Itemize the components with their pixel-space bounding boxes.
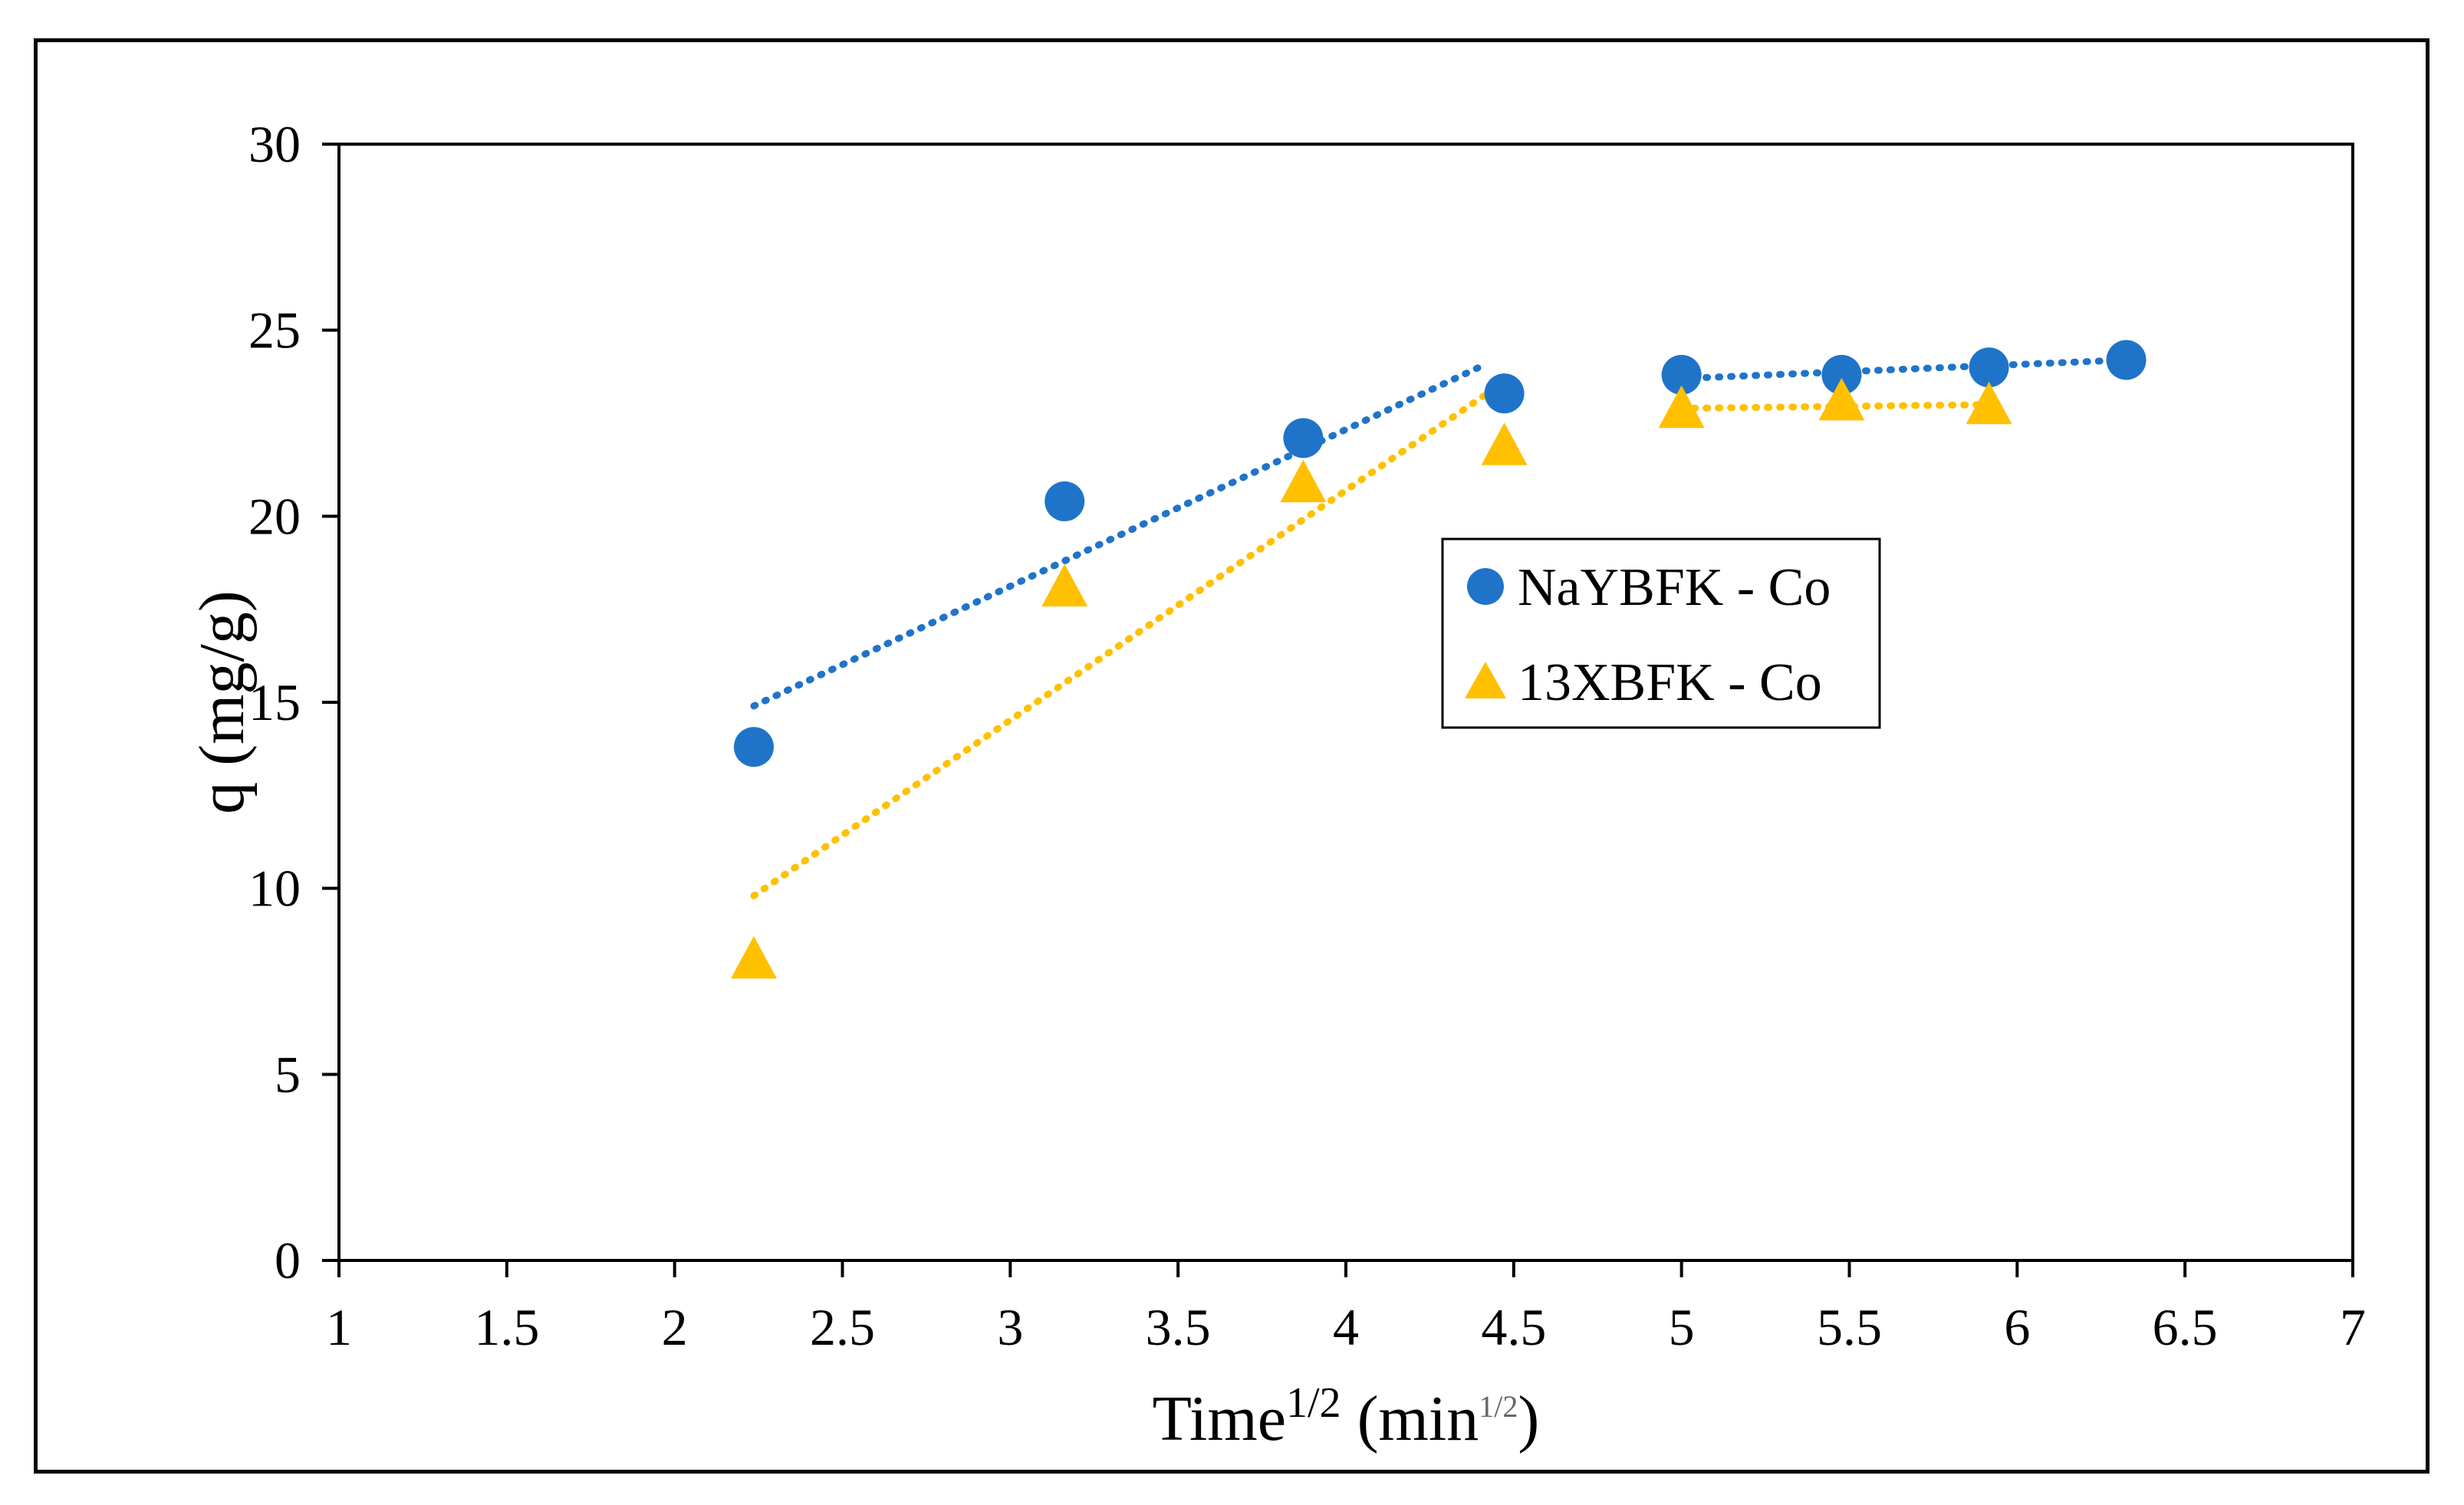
13xbfk-data-point: [1658, 385, 1705, 429]
y-tick-label: 10: [248, 859, 301, 918]
x-tick-label: 6.5: [2153, 1298, 2218, 1356]
scatter-chart: 1 1.5 2 2.5 3 3.5 4 4.5 5 5.5 6 6.5 7 0 5 10 15 20 25 30 q …: [186, 115, 2366, 1454]
y-tick-label: 0: [275, 1231, 301, 1290]
naybfk-data-point: [1661, 354, 1702, 395]
13xbfk-data-point: [1481, 422, 1528, 465]
y-tick-label: 15: [248, 673, 301, 731]
y-tick-label: 30: [248, 115, 301, 173]
x-tick-label: 2.5: [810, 1298, 875, 1356]
legend: NaYBFK - Co 13XBFK - Co: [1441, 537, 1881, 729]
13xbfk-data-point: [1818, 377, 1865, 421]
y-axis-title: q (mg/g): [186, 590, 258, 814]
naybfk-data-point: [1044, 481, 1085, 521]
naybfk-data-point: [1484, 373, 1525, 414]
legend-label-naybfk: NaYBFK - Co: [1518, 558, 1831, 617]
trendline-13xbfk: [1678, 401, 1993, 412]
chart-frame: 1 1.5 2 2.5 3 3.5 4 4.5 5 5.5 6 6.5 7 0 5 10 15 20 25 30 q …: [34, 38, 2429, 1474]
x-tick-label: 1.5: [474, 1298, 539, 1356]
x-tick-label: 3: [997, 1298, 1023, 1356]
x-tick-label: 5: [1669, 1298, 1695, 1356]
x-tick-label: 1: [326, 1298, 352, 1356]
13xbfk-data-point: [1966, 381, 2012, 425]
naybfk-data-point: [1969, 347, 2009, 388]
naybfk-data-point: [2106, 340, 2147, 380]
x-tick-label: 4: [1333, 1298, 1359, 1356]
x-tick-label: 4.5: [1481, 1298, 1546, 1356]
x-tick-label: 7: [2340, 1298, 2366, 1356]
legend-box: [1441, 537, 1881, 729]
naybfk-data-point: [1283, 418, 1324, 458]
x-tick-label: 5.5: [1817, 1298, 1882, 1356]
x-tick-label: 3.5: [1146, 1298, 1211, 1356]
y-tick-label: 20: [248, 487, 301, 545]
x-axis-title-close: ): [1518, 1383, 1539, 1454]
legend-label-13xbfk: 13XBFK - Co: [1518, 653, 1822, 712]
13xbfk-data-point: [730, 935, 777, 979]
naybfk-data-point: [733, 727, 774, 767]
x-axis-title-unit-sup: 1/2: [1479, 1389, 1518, 1424]
x-axis-title-sup: 1/2: [1286, 1379, 1341, 1427]
x-tick-label: 2: [662, 1298, 688, 1356]
13xbfk-data-point: [1041, 564, 1088, 607]
y-tick-label: 5: [275, 1045, 301, 1103]
x-axis-title: Time1/2 (min1/2): [1153, 1379, 1540, 1454]
x-axis-title-main: Time: [1153, 1383, 1286, 1454]
naybfk-data-point: [1821, 354, 1862, 395]
legend-circle-marker: [1467, 568, 1504, 605]
trendline-naybfk: [1678, 356, 2130, 383]
x-axis-title-unit: (min: [1341, 1383, 1479, 1454]
trendline-13xbfk: [750, 379, 1508, 899]
legend-triangle-marker: [1465, 662, 1506, 698]
y-tick-label: 25: [248, 301, 301, 360]
13xbfk-data-point: [1280, 459, 1327, 503]
plot-area: [337, 143, 2354, 1262]
x-tick-label: 6: [2004, 1298, 2030, 1356]
trendline-naybfk: [750, 360, 1491, 710]
